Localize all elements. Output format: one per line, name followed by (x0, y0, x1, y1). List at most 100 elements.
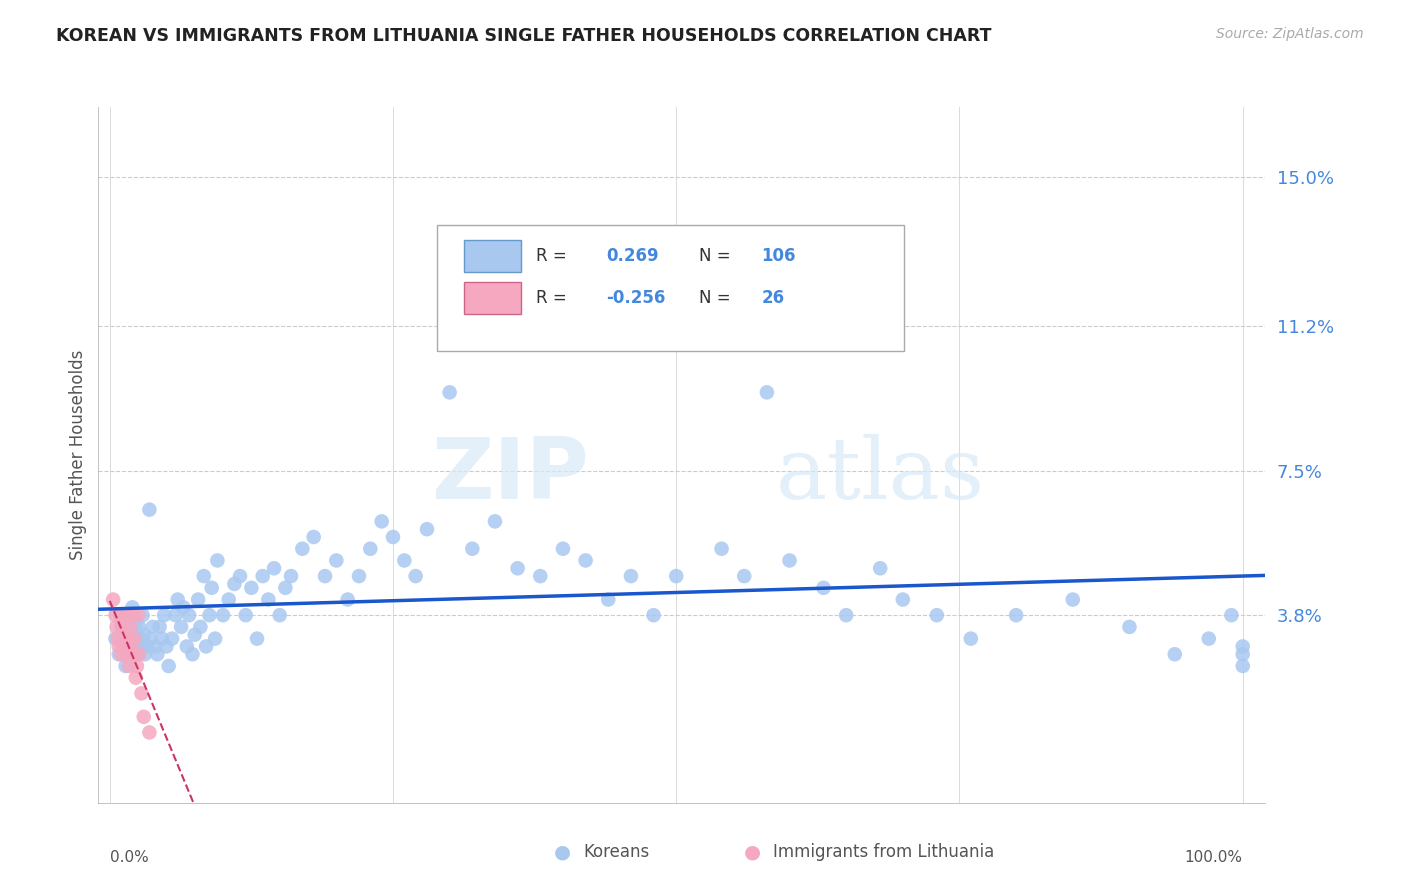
Point (187, 592, 209, 607)
Point (120, 620, 142, 634)
Point (198, 608, 221, 623)
Point (207, 553, 229, 567)
Point (131, 608, 153, 623)
Point (142, 620, 165, 634)
Point (274, 581, 297, 595)
Point (710, 541, 733, 556)
Point (146, 647, 169, 661)
Point (153, 608, 176, 623)
Text: 100.0%: 100.0% (1185, 850, 1243, 864)
Point (291, 541, 314, 556)
Point (166, 592, 188, 607)
Text: R =: R = (536, 289, 567, 307)
Text: N =: N = (699, 289, 731, 307)
Text: ●: ● (554, 842, 571, 862)
Point (224, 577, 246, 591)
Point (394, 553, 416, 567)
Point (124, 628, 146, 642)
Point (136, 640, 159, 654)
Point (370, 514, 392, 528)
Point (416, 522, 439, 536)
Point (170, 620, 193, 634)
Point (325, 553, 347, 567)
Point (1232, 647, 1254, 661)
Point (257, 592, 280, 607)
Text: 0.269: 0.269 (606, 247, 658, 265)
Point (117, 632, 139, 646)
Text: Koreans: Koreans (583, 843, 650, 861)
Point (131, 640, 153, 654)
Y-axis label: Single Father Households: Single Father Households (69, 350, 87, 560)
Point (835, 608, 858, 623)
Text: atlas: atlas (775, 434, 984, 517)
Point (121, 608, 143, 623)
Point (405, 569, 427, 583)
Point (104, 608, 127, 623)
Point (193, 569, 215, 583)
Point (551, 541, 574, 556)
Point (132, 628, 155, 642)
Point (157, 659, 180, 673)
Point (891, 592, 914, 607)
Point (925, 608, 948, 623)
Point (120, 640, 142, 654)
Point (643, 608, 665, 623)
Point (733, 569, 755, 583)
Point (461, 541, 484, 556)
Point (201, 581, 224, 595)
Point (302, 530, 325, 544)
Point (139, 632, 162, 646)
Point (118, 659, 141, 673)
Point (529, 569, 551, 583)
Point (204, 632, 226, 646)
Point (212, 608, 235, 623)
Point (120, 640, 142, 654)
Point (575, 553, 598, 567)
Point (155, 640, 177, 654)
Point (160, 632, 183, 646)
Text: Immigrants from Lithuania: Immigrants from Lithuania (773, 843, 994, 861)
Point (134, 647, 156, 661)
Point (176, 640, 198, 654)
Text: 26: 26 (761, 289, 785, 307)
Point (183, 628, 205, 642)
Point (620, 569, 643, 583)
Point (108, 608, 131, 623)
Point (869, 561, 891, 575)
Point (190, 620, 212, 634)
Text: ZIP: ZIP (430, 434, 589, 517)
Point (107, 632, 129, 646)
Point (359, 541, 381, 556)
Text: R =: R = (536, 247, 567, 265)
Point (195, 640, 218, 654)
Point (280, 569, 302, 583)
Point (149, 620, 172, 634)
Point (150, 632, 173, 646)
FancyBboxPatch shape (464, 240, 520, 272)
Point (1118, 620, 1140, 634)
Point (132, 710, 155, 724)
Point (181, 647, 204, 661)
Point (1005, 608, 1028, 623)
Point (125, 615, 148, 630)
Point (117, 632, 139, 646)
Point (127, 647, 149, 661)
Point (1062, 592, 1084, 607)
Point (138, 725, 160, 739)
Text: ●: ● (744, 842, 761, 862)
Point (120, 620, 142, 634)
Point (813, 581, 835, 595)
Point (755, 385, 778, 400)
Point (104, 632, 127, 646)
Point (108, 640, 131, 654)
Point (172, 600, 194, 615)
Point (177, 608, 200, 623)
Point (779, 553, 801, 567)
Point (110, 620, 132, 634)
Point (240, 581, 263, 595)
FancyBboxPatch shape (437, 226, 904, 351)
Point (665, 569, 688, 583)
Point (122, 647, 145, 661)
Point (129, 632, 152, 646)
Point (114, 640, 136, 654)
